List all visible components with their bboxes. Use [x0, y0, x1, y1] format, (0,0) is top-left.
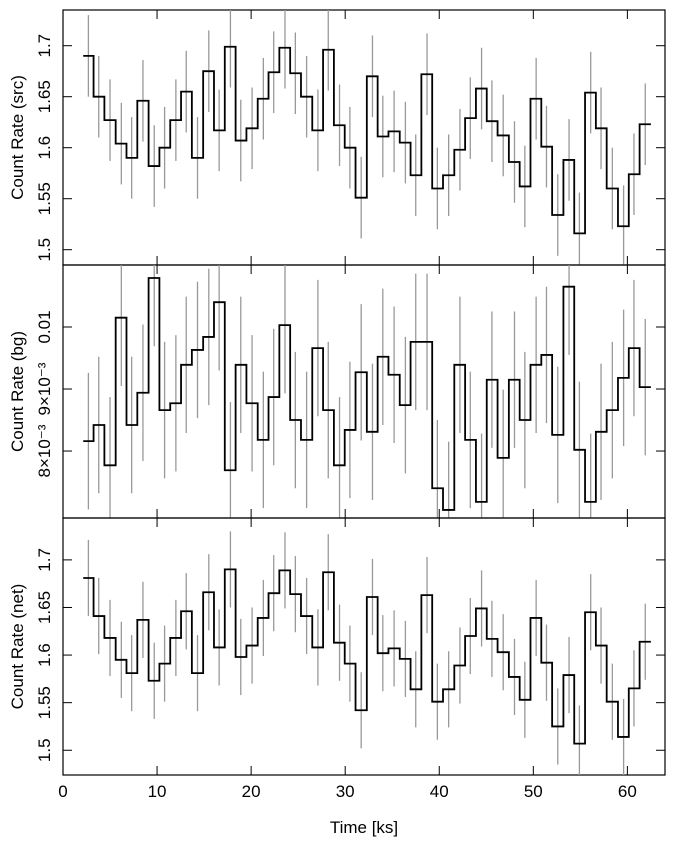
x-axis-label: Time [ks]	[330, 818, 398, 837]
y-axis-label: Count Rate (net)	[8, 584, 27, 710]
y-tick-label: 9×10⁻³	[35, 362, 54, 415]
y-tick-label: 1.65	[35, 591, 54, 624]
y-tick-label: 1.55	[35, 182, 54, 215]
y-axis-label: Count Rate (bg)	[8, 331, 27, 452]
y-tick-label: 1.5	[35, 738, 54, 762]
x-tick-label: 50	[524, 782, 543, 801]
y-tick-label: 1.6	[35, 643, 54, 667]
y-tick-label: 0.01	[35, 310, 54, 343]
y-tick-label: 8×10⁻³	[35, 424, 54, 477]
light-curve	[83, 568, 651, 745]
y-tick-label: 1.6	[35, 136, 54, 160]
y-tick-label: 1.7	[35, 34, 54, 58]
light-curve	[83, 45, 651, 235]
x-tick-label: 10	[148, 782, 167, 801]
light-curve	[83, 277, 651, 511]
panel-frame	[62, 517, 666, 776]
x-tick-label: 60	[618, 782, 637, 801]
x-tick-label: 40	[430, 782, 449, 801]
y-tick-label: 1.5	[35, 238, 54, 262]
x-tick-label: 0	[58, 782, 67, 801]
y-tick-label: 1.7	[35, 548, 54, 572]
y-tick-label: 1.55	[35, 686, 54, 719]
x-tick-label: 20	[242, 782, 261, 801]
y-tick-label: 1.65	[35, 80, 54, 113]
y-axis-label: Count Rate (src)	[8, 75, 27, 200]
x-tick-label: 30	[336, 782, 355, 801]
